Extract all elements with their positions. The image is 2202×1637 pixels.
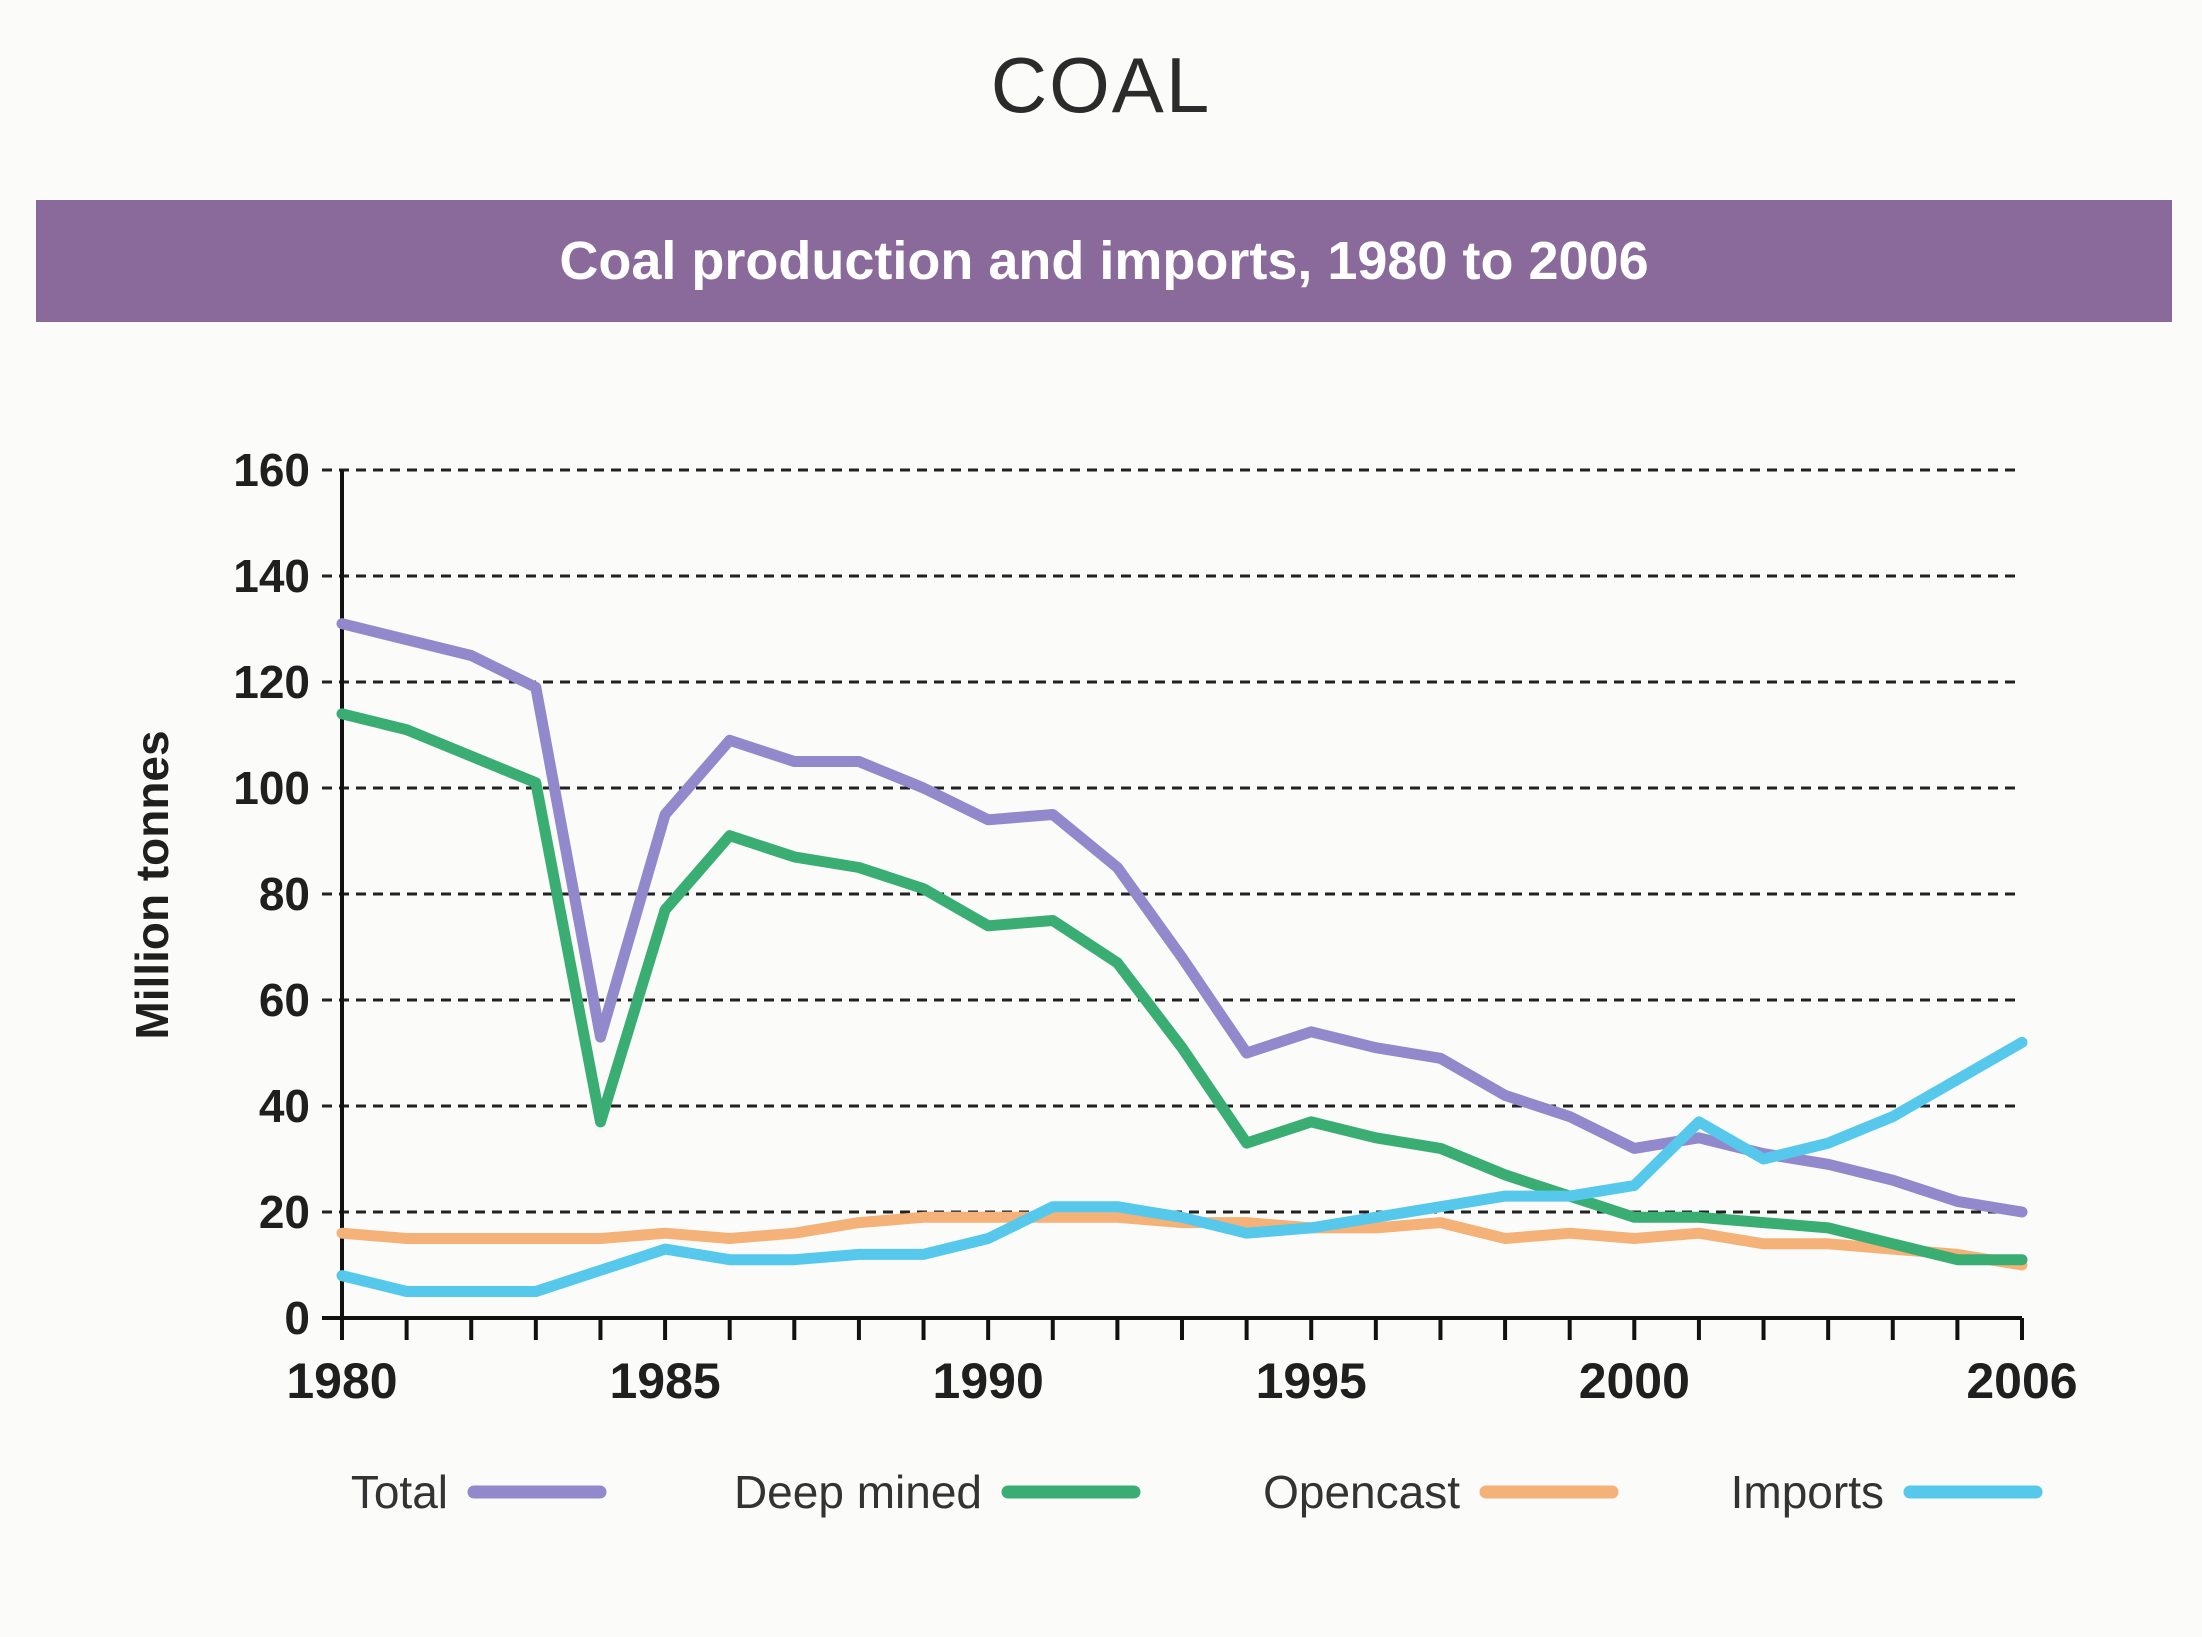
legend-label: Imports bbox=[1731, 1466, 1884, 1518]
axes bbox=[322, 470, 2024, 1340]
series-lines bbox=[336, 618, 2028, 1297]
legend-label: Opencast bbox=[1263, 1466, 1460, 1518]
y-tick-label: 120 bbox=[233, 656, 310, 708]
y-tick-label: 140 bbox=[233, 550, 310, 602]
y-tick-label: 0 bbox=[284, 1292, 310, 1344]
series-line-deep-mined bbox=[336, 708, 2028, 1266]
y-tick-label: 40 bbox=[259, 1080, 310, 1132]
x-tick-label: 1995 bbox=[1256, 1353, 1367, 1409]
chart-title: Coal production and imports, 1980 to 200… bbox=[559, 231, 1649, 291]
y-tick-labels: 0 20 40 60 80 100 120 140 160 bbox=[233, 444, 310, 1344]
grid-lines bbox=[322, 468, 2022, 1214]
page-title: COAL bbox=[990, 41, 1212, 129]
x-tick-label: 2000 bbox=[1579, 1353, 1690, 1409]
series-line-imports bbox=[336, 1036, 2028, 1297]
y-tick-label: 80 bbox=[259, 868, 310, 920]
y-tick-label: 100 bbox=[233, 762, 310, 814]
x-tick-label: 1990 bbox=[933, 1353, 1044, 1409]
x-tick-label: 1985 bbox=[609, 1353, 720, 1409]
chart-banner: Coal production and imports, 1980 to 200… bbox=[36, 200, 2172, 322]
legend: Total Deep mined Opencast Imports bbox=[351, 1466, 2043, 1518]
y-axis-label: Million tonnes bbox=[126, 730, 178, 1039]
legend-label: Total bbox=[351, 1466, 448, 1518]
y-tick-label: 20 bbox=[259, 1186, 310, 1238]
series-line-total bbox=[336, 618, 2028, 1218]
y-tick-label: 160 bbox=[233, 444, 310, 496]
x-tick-labels: 1980 1985 1990 1995 2000 2006 bbox=[286, 1353, 2077, 1409]
y-tick-label: 60 bbox=[259, 974, 310, 1026]
x-tick-label: 1980 bbox=[286, 1353, 397, 1409]
legend-label: Deep mined bbox=[734, 1466, 982, 1518]
x-tick-label: 2006 bbox=[1966, 1353, 2077, 1409]
